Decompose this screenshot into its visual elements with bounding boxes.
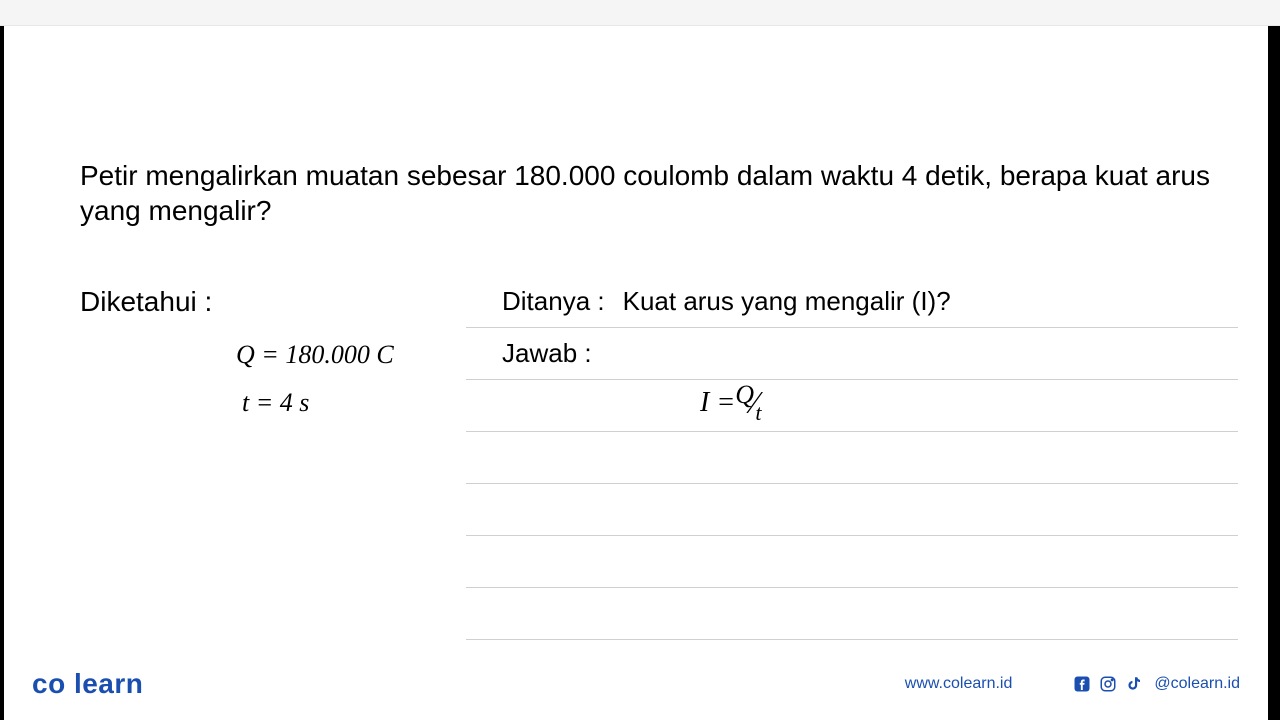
website-url: www.colearn.id [905,675,1013,693]
top-bar [0,0,1280,26]
footer: co learn www.colearn.id @colearn.id [32,668,1240,700]
facebook-icon [1072,674,1092,694]
asked-label: Ditanya : [502,286,605,317]
answer-label-row: Jawab : [466,328,1238,380]
solution-section: Ditanya : Kuat arus yang mengalir (I)? J… [466,276,1238,640]
equation-q: Q = 180.000 C [236,340,394,370]
instagram-icon [1098,674,1118,694]
blank-row-1 [466,432,1238,484]
formula: I = Q ⁄ t [700,384,761,421]
known-label: Diketahui : [80,286,212,318]
social-handle: @colearn.id [1154,675,1240,693]
question-text: Petir mengalirkan muatan sebesar 180.000… [80,158,1228,228]
blank-row-2 [466,484,1238,536]
formula-row: I = Q ⁄ t [466,380,1238,432]
formula-denominator: t [755,400,761,426]
asked-text: Kuat arus yang mengalir (I)? [623,286,951,317]
formula-lhs: I = [700,387,735,419]
footer-right: www.colearn.id @colearn.id [905,674,1240,694]
blank-row-3 [466,536,1238,588]
content-area: Petir mengalirkan muatan sebesar 180.000… [4,26,1268,720]
social-group: @colearn.id [1072,674,1240,694]
right-border [1268,26,1280,720]
answer-label: Jawab : [502,338,592,369]
blank-row-4 [466,588,1238,640]
brand-logo: co learn [32,668,143,700]
equation-t: t = 4 s [242,388,309,418]
tiktok-icon [1124,674,1144,694]
formula-numerator: Q [735,380,754,410]
asked-row: Ditanya : Kuat arus yang mengalir (I)? [466,276,1238,328]
